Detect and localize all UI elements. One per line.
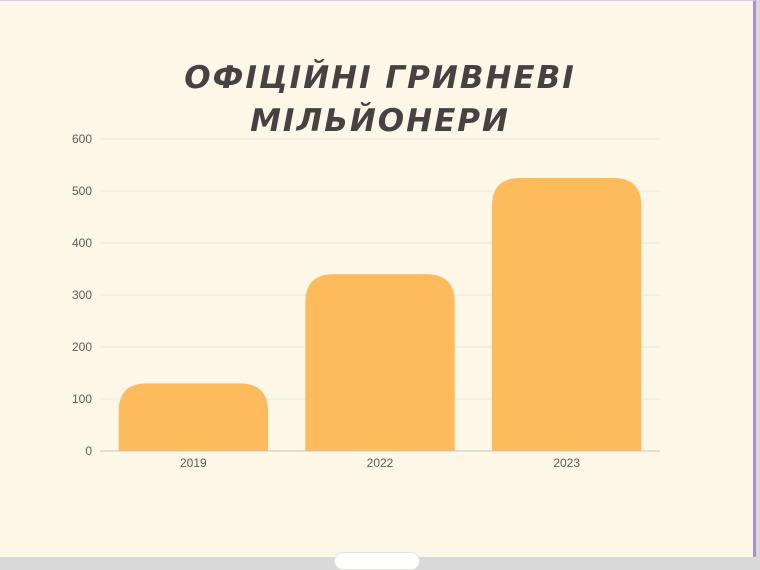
x-tick-label: 2022	[367, 456, 394, 470]
bar-chart: 0 100 200 300 400 500 600 2019 2022 2023	[72, 132, 660, 470]
chart-title: ОФІЦІЙНІ ГРИВНЕВІ МІЛЬЙОНЕРИ	[184, 60, 576, 139]
y-tick-label: 400	[72, 236, 92, 250]
scroll-handle[interactable]	[334, 552, 420, 570]
y-tick-label: 100	[72, 392, 92, 406]
y-tick-label: 500	[72, 184, 92, 198]
bar	[305, 274, 455, 451]
bar	[118, 383, 269, 451]
x-tick-label: 2023	[553, 456, 580, 470]
bar	[492, 178, 642, 451]
y-tick-label: 600	[72, 132, 92, 146]
x-tick-label: 2019	[180, 456, 207, 470]
y-tick-label: 300	[72, 288, 92, 302]
y-tick-label: 0	[85, 444, 92, 458]
y-tick-label: 200	[72, 340, 92, 354]
